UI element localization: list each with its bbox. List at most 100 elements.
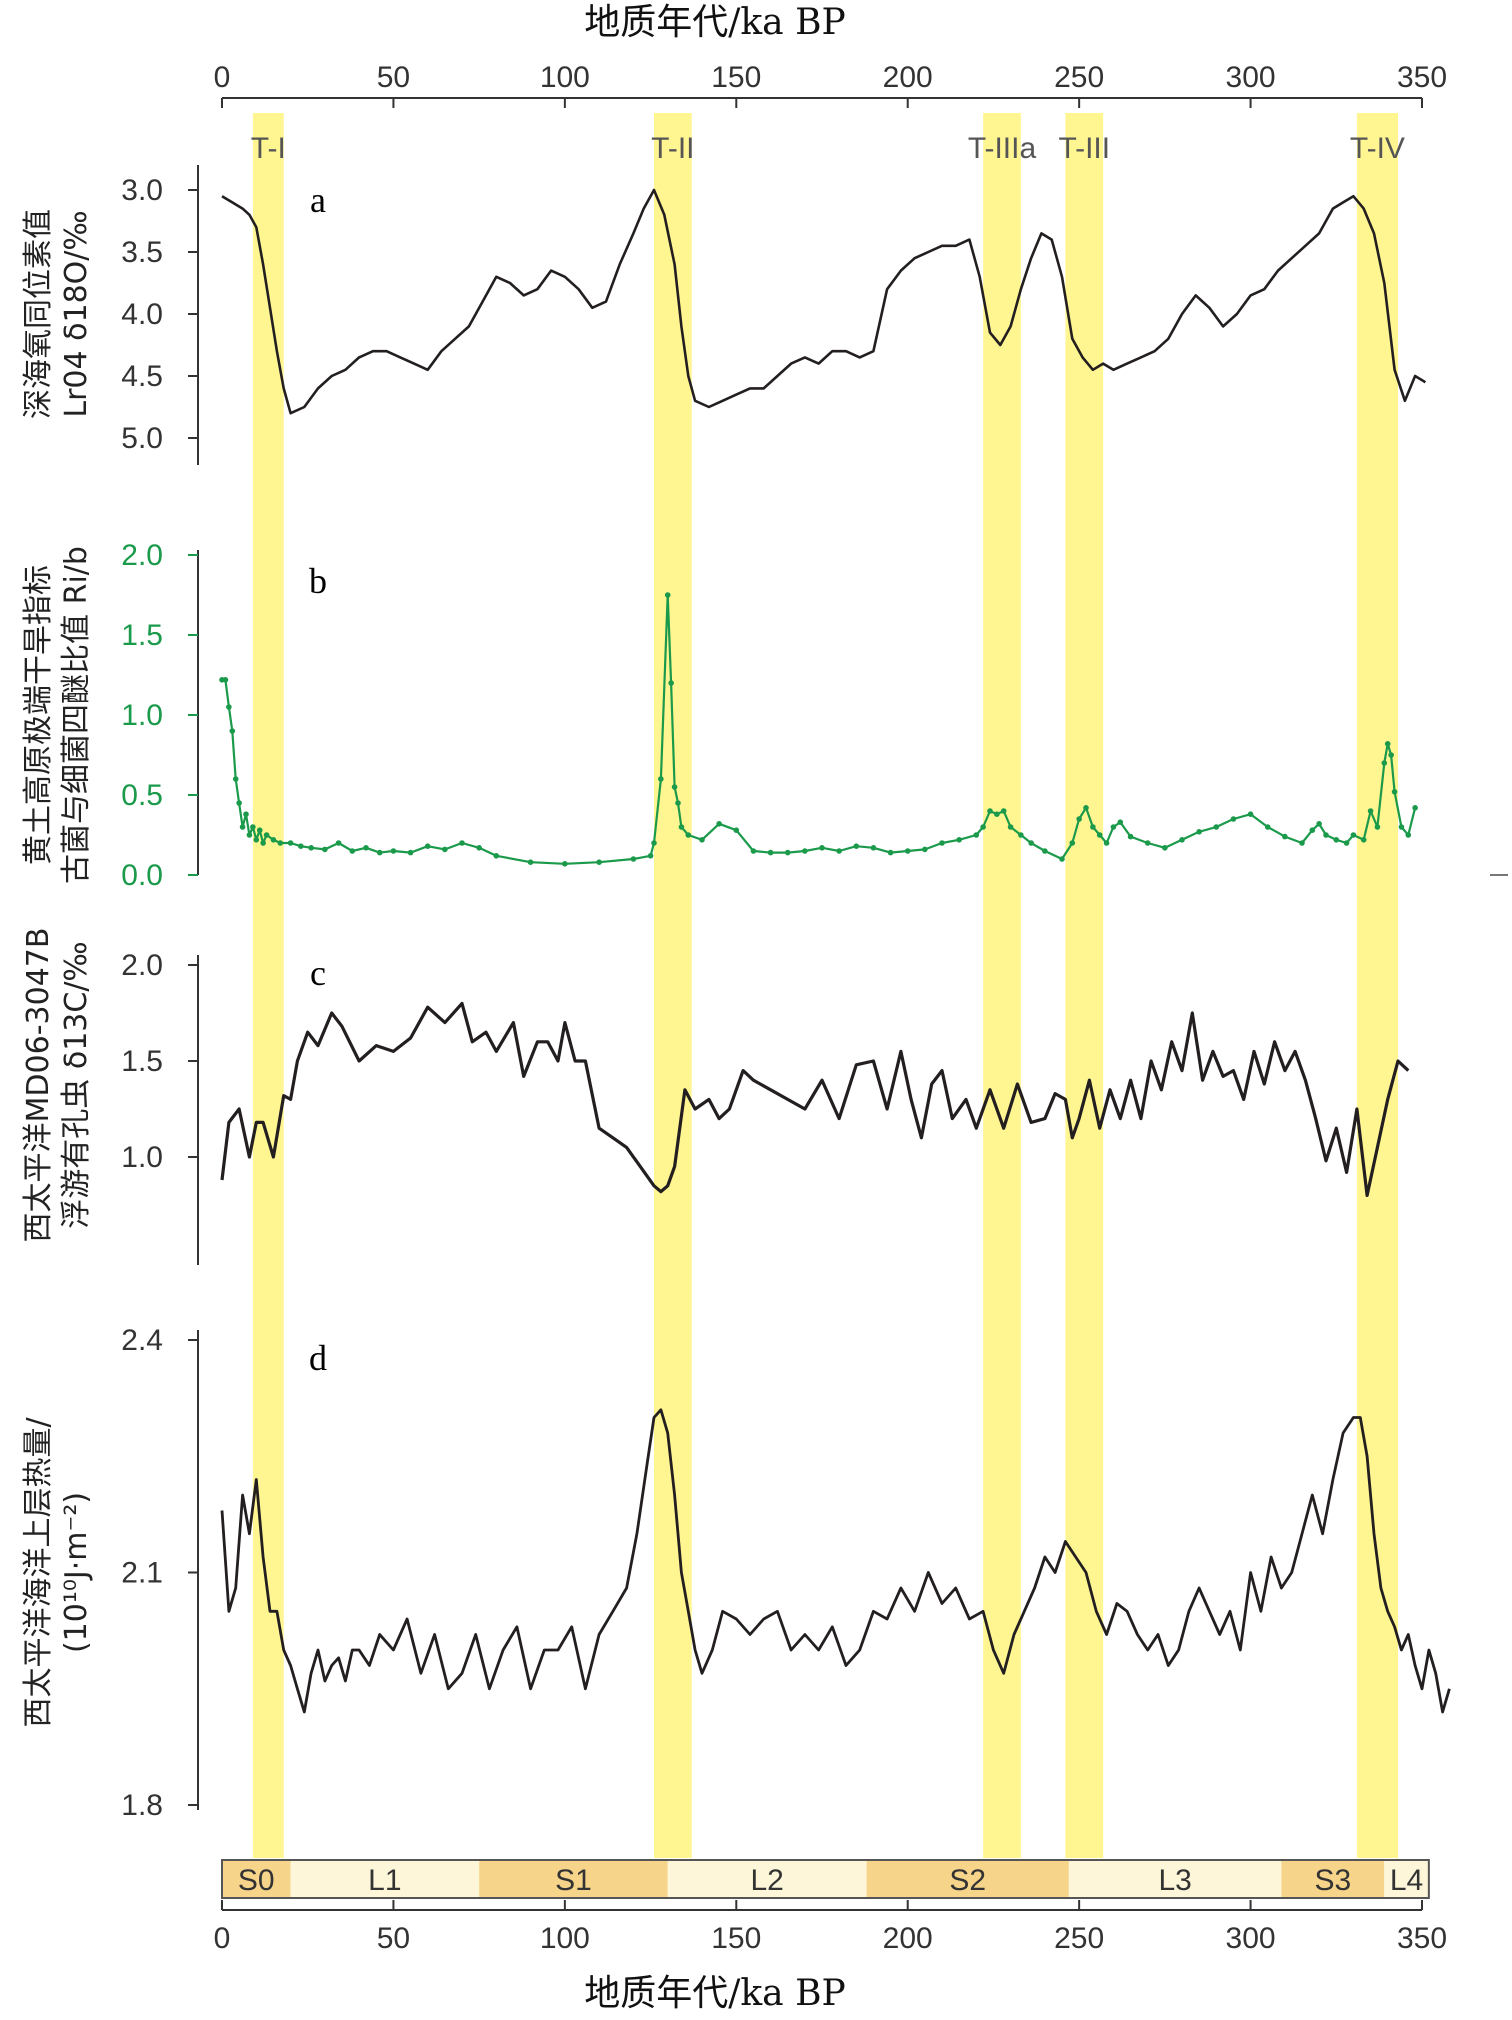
data-point-b-68: [1042, 848, 1048, 854]
data-point-b-35: [647, 853, 654, 859]
data-point-b-37: [658, 776, 664, 782]
data-point-b-24: [390, 848, 397, 854]
bottom-tick-label-4: 200: [883, 1922, 933, 1955]
termination-band-3: [1065, 113, 1104, 1858]
data-point-b-23: [376, 849, 383, 856]
strat-label-4: S2: [949, 1864, 986, 1897]
data-point-b-26: [424, 843, 431, 849]
top-x-axis: 0 50 100 150 200 250 300 350: [214, 61, 1447, 108]
termination-band-4: [1356, 113, 1398, 1858]
data-point-b-101: [1391, 789, 1398, 795]
data-point-b-87: [1282, 833, 1288, 840]
data-point-b-28: [459, 840, 465, 846]
strat-unit-3: [667, 1860, 867, 1898]
termination-band-2: [983, 113, 1021, 1858]
data-point-b-100: [1388, 752, 1394, 758]
data-point-b-96: [1367, 808, 1374, 814]
series-line-c: [220, 1001, 1410, 1198]
y-axis-title-line1-b: 黄土高原极端干旱指标: [21, 565, 56, 865]
panel-c: 1.0 1.5 2.0 c 西太平洋MD06-3047B 浮游有孔虫 δ13C/‰: [21, 928, 1410, 1265]
data-point-b-58: [939, 840, 945, 846]
panel-a: 3.0 3.5 4.0 4.5 5.0 a 深海氧同位素值 Lr04 δ18O/‰: [21, 165, 1427, 465]
data-point-b-9: [250, 824, 256, 830]
data-point-b-75: [1103, 840, 1110, 846]
bottom-tick-label-6: 300: [1226, 1922, 1276, 1955]
termination-labels: T-I T-II T-IIIa T-III T-IV: [251, 132, 1405, 165]
data-point-b-21: [349, 848, 356, 854]
y-tick-label-d-0: 1.8: [121, 1789, 163, 1822]
panels: 3.0 3.5 4.0 4.5 5.0 a 深海氧同位素值 Lr04 δ18O/‰ 0.0 0.5…: [21, 165, 1451, 1822]
termination-label-3: T-III: [1058, 132, 1110, 165]
data-point-b-79: [1144, 840, 1151, 846]
strat-label-3: L2: [750, 1864, 783, 1897]
data-point-b-8: [246, 832, 253, 838]
y-tick-label-c-2: 2.0: [121, 949, 163, 982]
y-tick-label-a-3: 4.5: [121, 360, 163, 393]
top-tick-label-5: 250: [1054, 61, 1104, 94]
panel-d: 1.8 2.1 2.4 d 西太平洋海洋上层热量/(10¹⁰J·m⁻²): [21, 1324, 1451, 1822]
data-point-b-20: [335, 840, 342, 846]
top-tick-label-1: 50: [377, 61, 410, 94]
data-point-b-36: [651, 840, 657, 846]
y-axis-title-line2-a: Lr04 δ18O/‰: [59, 210, 94, 417]
stratigraphy-bar: S0 L1 S1 L2 S2 L3 S3 L4: [221, 1859, 1430, 1899]
data-point-b-4: [232, 776, 239, 782]
bottom-tick-label-5: 250: [1054, 1922, 1104, 1955]
panel-b: 0.0 0.5 1.0 1.5 2.0 b 黄土高原极端干旱指标 古菌与细菌四醚比值 Ri/b: [21, 539, 1418, 892]
y-axis-title-line1-d: 西太平洋海洋上层热量/: [21, 1417, 56, 1728]
data-point-b-71: [1076, 816, 1082, 822]
data-point-b-66: [1018, 832, 1024, 838]
data-point-b-48: [767, 849, 774, 856]
data-point-b-103: [1405, 832, 1412, 838]
strat-unit-5: [1068, 1860, 1282, 1898]
strat-unit-1: [290, 1860, 480, 1898]
termination-label-1: T-II: [651, 132, 694, 165]
panel-letter-b: b: [309, 561, 327, 601]
data-point-b-31: [527, 859, 534, 865]
data-point-b-25: [407, 849, 414, 856]
series-line-b: [222, 593, 1417, 865]
data-point-b-11: [256, 827, 263, 833]
data-point-b-41: [675, 800, 681, 806]
data-point-b-3: [229, 728, 236, 734]
data-point-b-43: [685, 832, 692, 838]
data-point-b-92: [1333, 837, 1340, 843]
y-tick-label-a-0: 3.0: [121, 174, 163, 207]
panel-letter-a: a: [310, 180, 326, 220]
bottom-tick-label-2: 100: [540, 1922, 590, 1955]
y-tick-label-a-4: 5.0: [121, 422, 163, 455]
strat-label-1: L1: [368, 1864, 401, 1897]
data-point-b-38: [664, 592, 671, 598]
top-tick-label-7: 350: [1397, 61, 1447, 94]
data-point-b-33: [596, 859, 602, 865]
data-point-b-70: [1069, 840, 1076, 846]
data-point-b-84: [1230, 816, 1237, 822]
bottom-tick-label-3: 150: [711, 1922, 761, 1955]
data-point-b-1: [222, 677, 229, 683]
data-point-b-16: [287, 840, 294, 846]
strat-label-6: S3: [1315, 1864, 1352, 1897]
y-tick-label-c-0: 1.0: [121, 1141, 163, 1174]
strat-label-0: S0: [238, 1864, 275, 1897]
termination-bands: [252, 113, 1398, 1858]
data-point-b-99: [1384, 741, 1391, 747]
data-point-b-10: [253, 837, 260, 843]
data-point-b-91: [1323, 832, 1329, 838]
strat-label-5: L3: [1158, 1864, 1191, 1897]
top-tick-label-4: 200: [883, 61, 933, 94]
data-point-b-102: [1398, 824, 1405, 830]
data-point-b-86: [1264, 824, 1271, 830]
y-tick-label-a-2: 4.0: [121, 298, 163, 331]
data-point-b-2: [226, 704, 232, 710]
top-tick-label-0: 0: [214, 61, 231, 94]
strat-unit-0: [222, 1860, 291, 1898]
data-point-b-59: [956, 837, 962, 843]
data-point-b-63: [994, 811, 1000, 817]
y-tick-label-d-1: 2.1: [121, 1557, 163, 1590]
bottom-tick-label-7: 350: [1397, 1922, 1447, 1955]
data-point-b-55: [887, 849, 894, 856]
bottom-tick-label-0: 0: [214, 1922, 231, 1955]
y-axis-title-c: 西太平洋MD06-3047B 浮游有孔虫 δ13C/‰: [21, 928, 94, 1243]
data-point-b-49: [784, 849, 791, 856]
data-point-b-13: [263, 832, 270, 838]
